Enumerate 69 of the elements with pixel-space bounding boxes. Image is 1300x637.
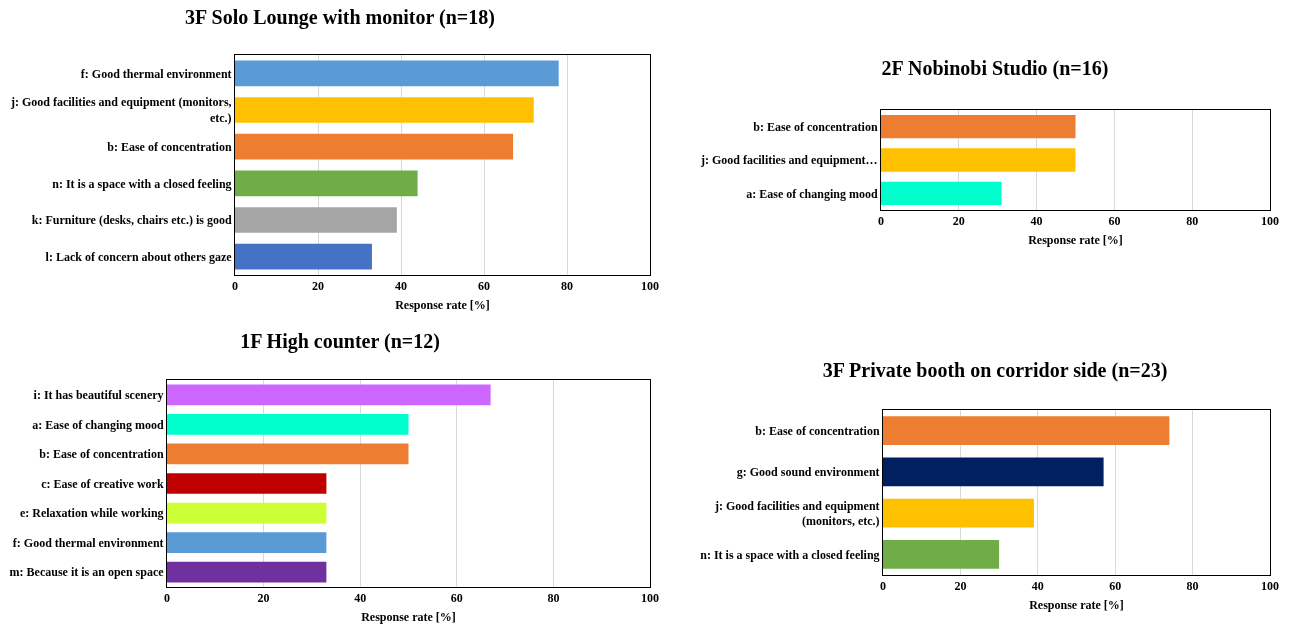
- x-tick-label: 40: [354, 591, 367, 606]
- x-tick-label: 100: [1261, 214, 1279, 229]
- x-tick-label: 100: [641, 279, 659, 294]
- x-tick-label: 60: [1108, 214, 1121, 229]
- chart-title: 2F Nobinobi Studio (n=16): [881, 57, 1109, 81]
- chart-title: 1F High counter (n=12): [240, 330, 440, 354]
- y-tick-label: a: Ease of changing mood: [32, 417, 164, 432]
- x-tick-label: 40: [395, 279, 407, 294]
- y-tick-label: j: Good facilities and equipment (monitors, etc.): [713, 498, 880, 529]
- y-tick-label: b: Ease of concentration: [39, 447, 164, 462]
- x-tick-label: 0: [878, 214, 884, 229]
- chart-title: 3F Solo Lounge with monitor (n=18): [185, 5, 495, 29]
- bar: [883, 457, 1104, 487]
- x-tick-label: 80: [547, 591, 560, 606]
- x-axis-title: Response rate [%]: [1028, 233, 1123, 248]
- y-tick-label: n: It is a space with a closed feeling: [700, 547, 880, 562]
- x-axis-title: Response rate [%]: [395, 298, 490, 313]
- bar: [167, 502, 327, 524]
- x-tick-label: 80: [561, 279, 573, 294]
- x-tick-label: 80: [1186, 579, 1199, 594]
- y-tick-label: a: Ease of changing mood: [746, 186, 878, 201]
- chart-title: 3F Private booth on corridor side (n=23): [822, 359, 1168, 383]
- y-tick-label: e: Relaxation while working: [19, 506, 164, 521]
- bar: [167, 561, 327, 583]
- bar: [167, 443, 409, 465]
- x-tick-label: 0: [164, 591, 170, 606]
- bar: [167, 532, 327, 553]
- y-tick-label: k: Furniture (desks, chairs etc.) is good: [31, 213, 232, 228]
- x-tick-label: 80: [1186, 214, 1199, 229]
- bar: [235, 97, 534, 123]
- y-tick-label: m: Because it is an open space: [9, 565, 165, 580]
- x-tick-label: 20: [952, 214, 965, 229]
- x-tick-label: 60: [478, 279, 490, 294]
- bar: [235, 133, 514, 160]
- x-tick-label: 40: [1031, 579, 1044, 594]
- bar: [235, 243, 372, 270]
- y-tick-label: i: It has beautiful scenery: [33, 387, 164, 402]
- bar: [167, 384, 491, 406]
- y-tick-label: c: Ease of creative work: [41, 476, 164, 491]
- bar: [167, 414, 409, 435]
- bar: [167, 473, 327, 494]
- x-tick-label: 100: [641, 591, 659, 606]
- y-tick-label: b: Ease of concentration: [107, 139, 232, 154]
- bar: [883, 416, 1170, 446]
- x-tick-label: 20: [954, 579, 967, 594]
- bar: [235, 207, 397, 233]
- x-tick-label: 60: [1109, 579, 1122, 594]
- x-tick-label: 20: [257, 591, 270, 606]
- x-tick-label: 60: [450, 591, 463, 606]
- x-tick-label: 100: [1261, 579, 1279, 594]
- x-tick-label: 40: [1030, 214, 1043, 229]
- y-tick-label: b: Ease of concentration: [755, 423, 880, 438]
- x-axis-title: Response rate [%]: [361, 610, 456, 625]
- y-tick-label: b: Ease of concentration: [753, 119, 878, 134]
- y-tick-label: f: Good thermal environment: [80, 66, 232, 81]
- x-tick-label: 0: [232, 279, 238, 294]
- bar: [235, 170, 418, 197]
- x-tick-label: 20: [312, 279, 324, 294]
- y-tick-label: j: Good facilities and equipment…: [699, 153, 878, 168]
- y-tick-label: f: Good thermal environment: [12, 535, 164, 550]
- bar: [235, 60, 559, 87]
- bar: [883, 498, 1034, 528]
- y-tick-label: g: Good sound environment: [736, 465, 880, 480]
- y-tick-label: j: Good facilities and equipment (monitors, etc.): [9, 95, 232, 125]
- x-tick-label: 0: [880, 579, 886, 594]
- x-axis-title: Response rate [%]: [1029, 598, 1124, 613]
- bar: [883, 539, 1000, 569]
- y-tick-label: n: It is a space with a closed feeling: [52, 176, 232, 191]
- y-tick-label: l: Lack of concern about others gaze: [45, 249, 233, 264]
